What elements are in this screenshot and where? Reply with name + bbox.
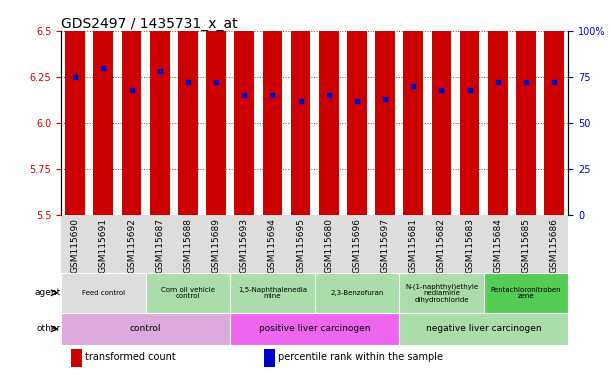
Text: GSM115694: GSM115694 — [268, 218, 277, 273]
Text: GSM115691: GSM115691 — [99, 218, 108, 273]
Bar — [375, 0, 395, 215]
Text: GSM115687: GSM115687 — [155, 218, 164, 273]
Bar — [122, 0, 141, 215]
Text: GSM115681: GSM115681 — [409, 218, 418, 273]
Text: GSM115682: GSM115682 — [437, 218, 446, 273]
Point — [183, 79, 193, 85]
Bar — [61, 313, 230, 345]
Text: GSM115692: GSM115692 — [127, 218, 136, 273]
Bar — [319, 0, 338, 215]
Text: GSM115688: GSM115688 — [183, 218, 192, 273]
Bar — [145, 273, 230, 313]
Bar — [71, 349, 82, 367]
Text: GSM115690: GSM115690 — [71, 218, 79, 273]
Bar — [263, 0, 282, 215]
Bar — [347, 0, 367, 215]
Bar — [178, 0, 198, 215]
Bar — [315, 273, 399, 313]
Point — [126, 87, 136, 93]
Text: other: other — [37, 324, 61, 333]
Point — [296, 98, 306, 104]
Text: GSM115696: GSM115696 — [353, 218, 362, 273]
Text: Corn oil vehicle
control: Corn oil vehicle control — [161, 286, 215, 299]
Bar — [399, 313, 568, 345]
Bar — [484, 273, 568, 313]
Point — [240, 92, 249, 98]
Text: percentile rank within the sample: percentile rank within the sample — [278, 352, 443, 362]
Text: GDS2497 / 1435731_x_at: GDS2497 / 1435731_x_at — [61, 17, 238, 31]
Text: transformed count: transformed count — [86, 352, 176, 362]
Point — [493, 79, 503, 85]
Bar — [65, 0, 85, 215]
Bar — [230, 273, 315, 313]
Text: GSM115693: GSM115693 — [240, 218, 249, 273]
Point — [549, 79, 559, 85]
Point — [70, 74, 80, 80]
Point — [408, 83, 418, 89]
Text: GSM115683: GSM115683 — [465, 218, 474, 273]
Text: GSM115680: GSM115680 — [324, 218, 333, 273]
Bar — [291, 0, 310, 215]
Text: control: control — [130, 324, 161, 333]
Text: GSM115695: GSM115695 — [296, 218, 305, 273]
Text: negative liver carcinogen: negative liver carcinogen — [426, 324, 541, 333]
Text: agent: agent — [35, 288, 61, 297]
Point — [521, 79, 531, 85]
Bar — [516, 0, 536, 215]
Point — [268, 92, 277, 98]
Point — [98, 65, 108, 71]
Bar — [93, 0, 113, 215]
Bar — [230, 313, 399, 345]
Bar — [403, 0, 423, 215]
Text: GSM115684: GSM115684 — [493, 218, 502, 273]
Text: 1,5-Naphthalenedia
mine: 1,5-Naphthalenedia mine — [238, 286, 307, 299]
Bar — [264, 349, 275, 367]
Bar — [150, 0, 170, 215]
Bar — [488, 0, 508, 215]
Bar — [544, 0, 564, 215]
Text: N-(1-naphthyl)ethyle
nediamine
dihydrochloride: N-(1-naphthyl)ethyle nediamine dihydroch… — [405, 283, 478, 303]
Text: GSM115697: GSM115697 — [381, 218, 390, 273]
Text: positive liver carcinogen: positive liver carcinogen — [259, 324, 370, 333]
Point — [155, 68, 164, 74]
Bar — [459, 0, 480, 215]
Point — [324, 92, 334, 98]
Point — [380, 96, 390, 102]
Point — [211, 79, 221, 85]
Point — [465, 87, 475, 93]
Text: GSM115689: GSM115689 — [211, 218, 221, 273]
Text: GSM115685: GSM115685 — [521, 218, 530, 273]
Bar — [399, 273, 484, 313]
Text: GSM115686: GSM115686 — [550, 218, 558, 273]
Bar — [431, 0, 452, 215]
Text: Pentachloronitroben
zene: Pentachloronitroben zene — [491, 286, 562, 299]
Bar — [235, 0, 254, 215]
Bar — [61, 273, 145, 313]
Point — [352, 98, 362, 104]
Text: 2,3-Benzofuran: 2,3-Benzofuran — [330, 290, 384, 296]
Bar — [206, 0, 226, 215]
Text: Feed control: Feed control — [82, 290, 125, 296]
Point — [436, 87, 446, 93]
